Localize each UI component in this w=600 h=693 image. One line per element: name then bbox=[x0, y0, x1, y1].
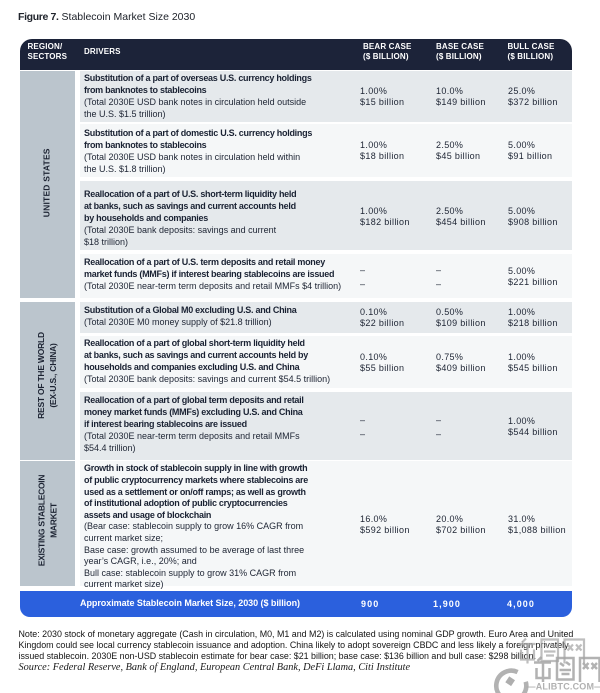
svg-text:—ALIBTC.COM—: —ALIBTC.COM— bbox=[527, 682, 600, 692]
